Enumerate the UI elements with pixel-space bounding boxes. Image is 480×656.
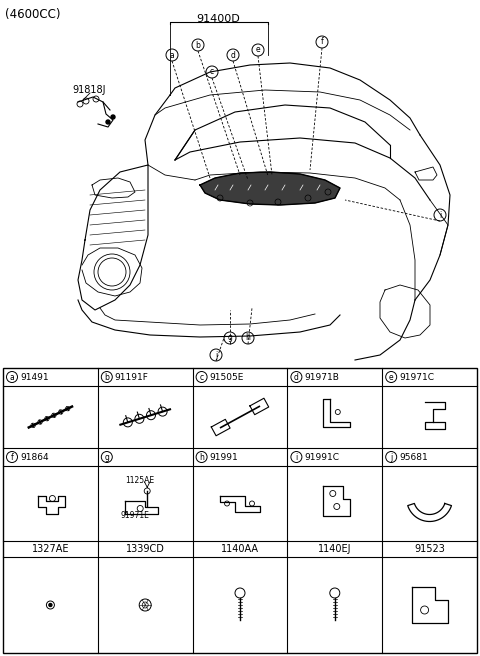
Text: 91864: 91864	[20, 453, 48, 462]
Text: 91400D: 91400D	[196, 14, 240, 24]
Text: 91991: 91991	[210, 453, 239, 462]
Text: 95681: 95681	[399, 453, 428, 462]
Bar	[3, 368, 477, 653]
Text: 91191F: 91191F	[115, 373, 149, 382]
Text: c: c	[210, 68, 214, 77]
Text: 1140EJ: 1140EJ	[318, 544, 351, 554]
Text: 91991C: 91991C	[304, 453, 339, 462]
Text: i: i	[295, 453, 298, 462]
Text: 1140AA: 1140AA	[221, 544, 259, 554]
Text: 1327AE: 1327AE	[32, 544, 69, 554]
Text: 91523: 91523	[414, 544, 445, 554]
Text: 1339CD: 1339CD	[126, 544, 165, 554]
Text: 1125AE: 1125AE	[126, 476, 155, 485]
Text: j: j	[215, 350, 217, 359]
Text: e: e	[389, 373, 394, 382]
Text: h: h	[246, 333, 251, 342]
Text: 91491: 91491	[20, 373, 48, 382]
Text: j: j	[390, 453, 392, 462]
Text: 91971E: 91971E	[120, 511, 149, 520]
Text: 91818J: 91818J	[72, 85, 106, 95]
Text: a: a	[10, 373, 14, 382]
Text: g: g	[228, 333, 232, 342]
Text: f: f	[11, 453, 13, 462]
Text: i: i	[439, 211, 441, 220]
Text: g: g	[104, 453, 109, 462]
Polygon shape	[200, 172, 340, 205]
Circle shape	[106, 120, 110, 124]
Text: a: a	[169, 51, 174, 60]
Text: c: c	[200, 373, 204, 382]
Text: d: d	[294, 373, 299, 382]
Text: 91505E: 91505E	[210, 373, 244, 382]
Text: f: f	[321, 37, 324, 47]
Text: b: b	[104, 373, 109, 382]
Text: 91971B: 91971B	[304, 373, 339, 382]
Text: b: b	[195, 41, 201, 49]
Circle shape	[49, 604, 52, 607]
Text: 91971C: 91971C	[399, 373, 434, 382]
Text: d: d	[230, 51, 235, 60]
Text: h: h	[199, 453, 204, 462]
Text: (4600CC): (4600CC)	[5, 8, 60, 21]
Circle shape	[111, 115, 115, 119]
Text: e: e	[256, 45, 260, 54]
